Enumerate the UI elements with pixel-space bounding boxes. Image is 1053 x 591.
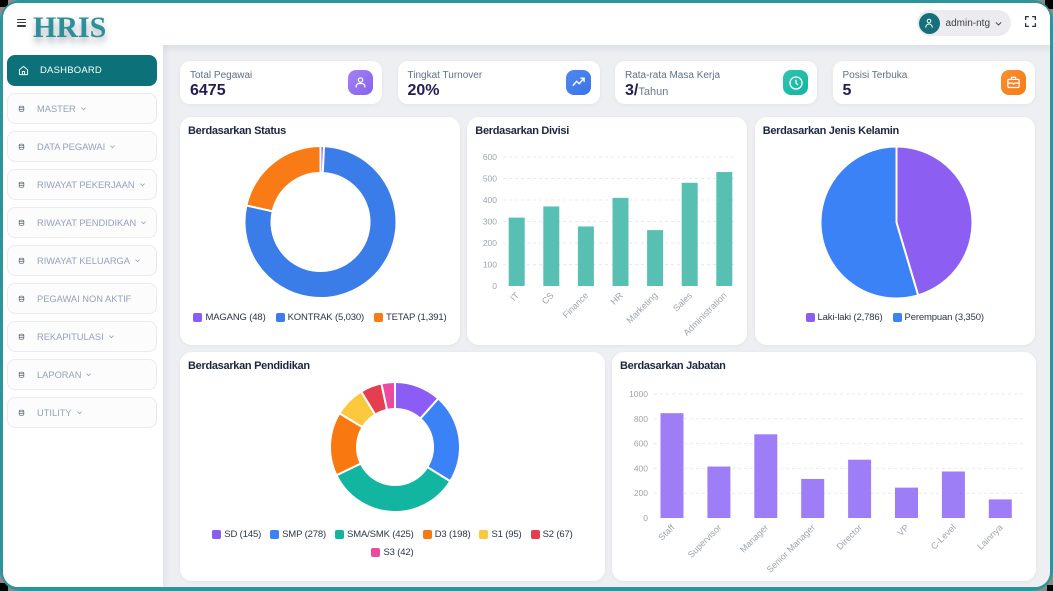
svg-text:Marketing: Marketing (625, 290, 660, 325)
svg-text:500: 500 (483, 174, 497, 184)
svg-text:600: 600 (634, 439, 648, 449)
svg-text:Supervisor: Supervisor (686, 522, 723, 559)
svg-text:Manager: Manager (738, 522, 770, 554)
svg-text:0: 0 (493, 281, 498, 291)
svg-text:400: 400 (483, 195, 497, 205)
svg-text:CS: CS (540, 290, 556, 306)
svg-text:HR: HR (609, 290, 626, 307)
svg-text:VP: VP (895, 522, 911, 538)
svg-text:600: 600 (483, 152, 497, 162)
svg-text:IT: IT (509, 290, 522, 303)
svg-text:400: 400 (634, 463, 648, 473)
svg-text:100: 100 (483, 260, 497, 270)
svg-text:Director: Director (835, 522, 864, 551)
svg-text:C-Level: C-Level (929, 522, 958, 551)
svg-text:1000: 1000 (629, 389, 648, 399)
svg-text:300: 300 (483, 217, 497, 227)
svg-text:Finance: Finance (561, 290, 591, 320)
svg-text:200: 200 (634, 488, 648, 498)
svg-text:200: 200 (483, 238, 497, 248)
svg-text:Lainnya: Lainnya (975, 522, 1004, 551)
svg-text:Senior Manager: Senior Manager (765, 522, 817, 574)
svg-text:800: 800 (634, 414, 648, 424)
svg-text:Staff: Staff (656, 522, 676, 542)
svg-text:Sales: Sales (671, 290, 694, 313)
svg-text:0: 0 (643, 513, 648, 523)
